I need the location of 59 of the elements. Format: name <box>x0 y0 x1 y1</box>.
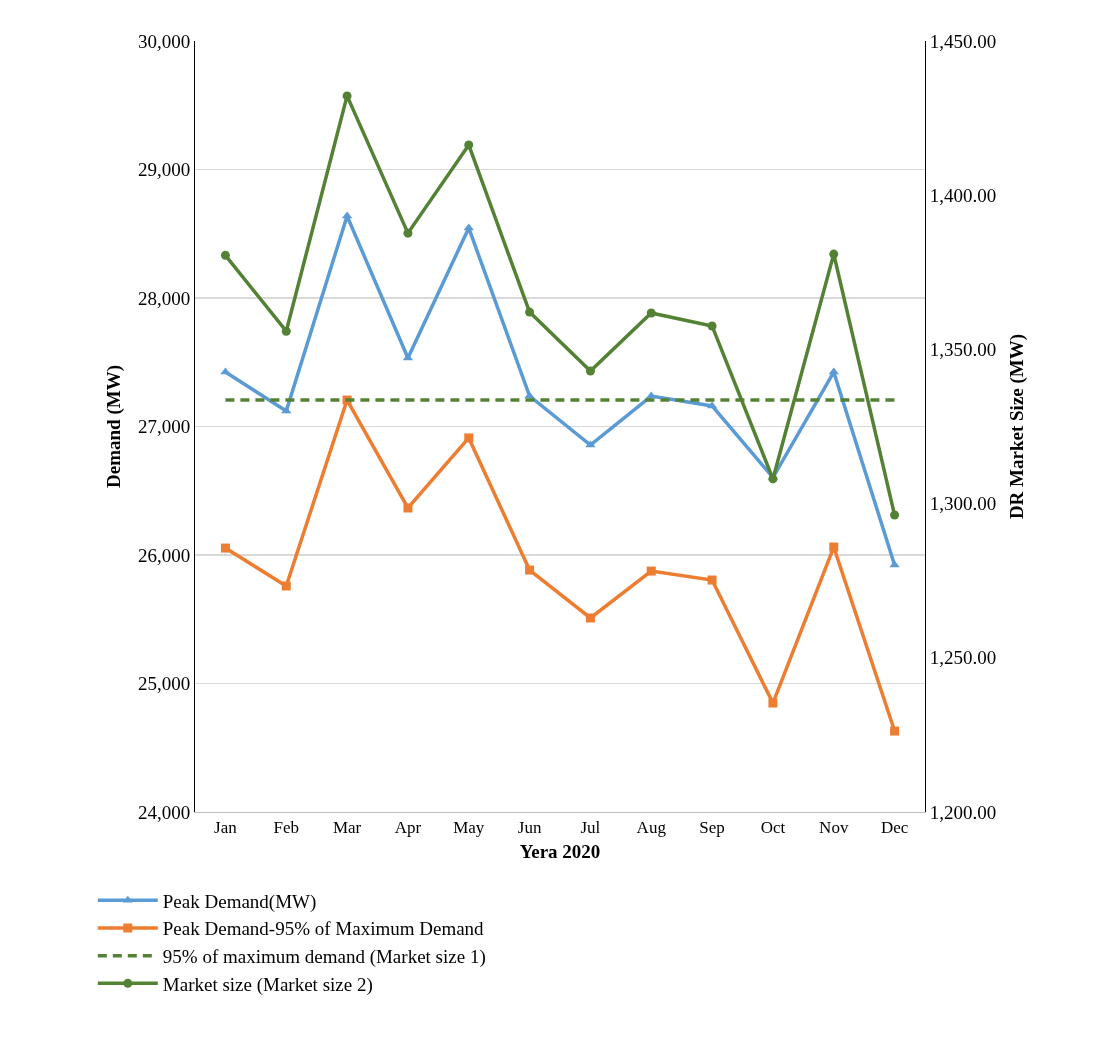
y-tick-label: 29,000 <box>137 159 191 181</box>
y2-tick-label: 1,350.00 <box>929 339 997 361</box>
point <box>829 249 839 259</box>
x-tick-label: Aug <box>636 818 667 838</box>
point <box>220 543 230 553</box>
x-tick-label: Jun <box>517 818 542 838</box>
point <box>890 510 900 520</box>
x-tick-label: Jul <box>580 818 601 838</box>
point <box>464 140 474 150</box>
point <box>890 726 900 736</box>
x-tick-label: Dec <box>880 818 909 838</box>
point <box>464 433 474 443</box>
y2-tick-label: 1,250.00 <box>929 647 997 669</box>
point <box>829 542 839 552</box>
point <box>403 228 413 238</box>
point <box>525 307 535 317</box>
y-tick-label: 28,000 <box>137 287 191 309</box>
point <box>646 391 657 399</box>
point <box>220 250 230 260</box>
y2-tick-label: 1,450.00 <box>929 30 997 52</box>
point <box>281 581 291 591</box>
legend-label: Peak Demand(MW) <box>162 890 317 913</box>
y-tick-label: 30,000 <box>137 30 191 52</box>
y-tick-label: 24,000 <box>137 801 191 823</box>
point <box>585 613 595 623</box>
x-tick-label: Feb <box>273 818 299 838</box>
point <box>768 698 778 708</box>
point <box>525 565 535 575</box>
x-tick-label: Sep <box>699 818 725 838</box>
y2-tick-label: 1,200.00 <box>929 801 997 823</box>
legend-label: Peak Demand-95% of Maximum Demand <box>162 918 485 940</box>
x-tick-label: Oct <box>760 818 786 838</box>
x-tick-label: Mar <box>332 818 362 838</box>
y2-tick-label: 1,400.00 <box>929 184 997 206</box>
y-tick-label: 27,000 <box>137 416 191 438</box>
point <box>828 367 839 375</box>
point <box>281 406 292 414</box>
point <box>403 503 413 513</box>
point <box>646 566 656 576</box>
x-tick-label: May <box>453 818 485 838</box>
y2-tick-label: 1,300.00 <box>929 493 997 515</box>
legend-label: Market size (Market size 2) <box>162 973 373 996</box>
point <box>707 575 717 585</box>
x-axis-title: Yera 2020 <box>519 841 601 863</box>
point <box>281 326 291 336</box>
x-tick-label: Apr <box>394 818 422 838</box>
x-tick-label: Jan <box>214 818 238 838</box>
x-tick-label: Nov <box>819 818 849 838</box>
point <box>585 366 595 376</box>
y-tick-label: 26,000 <box>137 544 191 566</box>
y2-axis-title: DR Market Size (MW) <box>1006 333 1029 520</box>
legend-label: 95% of maximum demand (Market size 1) <box>162 946 486 969</box>
y-axis-title: Demand (MW) <box>102 365 125 488</box>
point <box>768 474 778 484</box>
point <box>463 223 474 231</box>
point <box>342 91 352 101</box>
y-tick-label: 25,000 <box>137 673 191 695</box>
point <box>707 321 717 331</box>
point <box>646 308 656 318</box>
